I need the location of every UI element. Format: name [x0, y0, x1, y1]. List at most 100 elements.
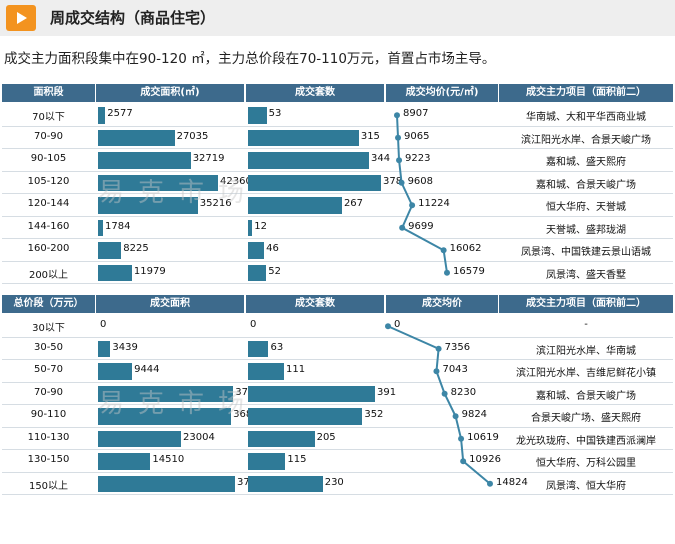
project-names: 天誉城、盛邦珑湖	[546, 224, 626, 236]
price-value: 16579	[453, 265, 485, 277]
area-bar	[98, 408, 232, 425]
units-bar	[248, 264, 267, 281]
row-divider	[2, 449, 673, 450]
units-bar	[248, 197, 342, 214]
section-title: 周成交结构（商品住宅）	[50, 9, 216, 27]
row-divider	[2, 148, 673, 149]
column-header: 面积段	[2, 84, 95, 102]
price-value: 10619	[467, 431, 499, 443]
summary-text: 成交主力面积段集中在90-120 ㎡，主力总价段在70-110万元，首置占市场主…	[4, 51, 496, 67]
units-bar	[248, 242, 265, 259]
price-value: 0	[394, 319, 401, 331]
column-header: 成交主力项目（面积前二）	[499, 295, 673, 313]
units-bar	[248, 430, 315, 447]
units-value: 344	[371, 153, 391, 165]
units-value: 111	[286, 364, 306, 376]
area-bar	[98, 453, 151, 470]
units-value: 267	[343, 198, 364, 210]
project-names: 恒大华府、万科公园里	[536, 458, 636, 470]
price-value: 9223	[405, 153, 431, 165]
price-value: 11224	[418, 198, 450, 210]
price-point	[409, 202, 416, 209]
row-label: 90-105	[30, 153, 67, 165]
area-value: 9444	[134, 364, 160, 376]
price-point	[435, 345, 442, 352]
area-value: 3439	[112, 341, 138, 353]
area-bar	[98, 174, 218, 191]
price-value: 9824	[461, 409, 488, 421]
row-divider	[2, 125, 673, 127]
project-names: 滨江阳光水岸、吉维尼鲜花小镇	[516, 368, 656, 380]
watermark: 易克市场	[98, 178, 259, 208]
price-line	[387, 325, 491, 485]
column-header: 成交套数	[246, 295, 384, 313]
project-names: 嘉和城、合景天峻广场	[536, 179, 636, 191]
row-label: 105-120	[27, 175, 70, 187]
row-label: 70-90	[33, 130, 64, 142]
units-bar	[248, 475, 323, 492]
area-value: 42360	[220, 175, 252, 187]
row-divider	[2, 381, 673, 383]
area-value: 35216	[199, 198, 232, 210]
area-bar	[98, 363, 133, 380]
price-value: 7043	[442, 364, 468, 376]
row-label: 130-150	[27, 454, 70, 466]
row-divider	[2, 494, 673, 495]
price-point	[385, 323, 391, 330]
row-divider	[2, 359, 673, 360]
price-point	[399, 224, 406, 231]
row-label: 120-144	[27, 198, 70, 210]
row-divider	[2, 471, 673, 473]
column-header: 成交主力项目（面积前二）	[499, 84, 673, 102]
area-value: 8225	[123, 243, 149, 255]
row-divider	[2, 238, 673, 239]
price-point	[452, 413, 459, 420]
area-bar	[98, 475, 235, 492]
price-value: 14824	[496, 476, 528, 488]
units-bar	[248, 107, 267, 124]
area-value: 0	[100, 319, 107, 331]
row-divider	[2, 170, 673, 172]
units-value: 352	[364, 409, 384, 421]
units-bar	[248, 453, 286, 470]
price-point	[440, 247, 447, 254]
units-bar	[248, 363, 285, 380]
area-bar	[98, 430, 182, 447]
price-point	[395, 134, 402, 141]
column-header: 成交面积	[96, 295, 244, 313]
project-names: 滨江阳光水岸、合景天峻广场	[521, 134, 651, 146]
row-label: 50-70	[33, 364, 64, 376]
area-value: 27035	[176, 130, 209, 142]
units-value: 46	[266, 243, 279, 255]
area-bar	[98, 197, 198, 214]
units-bar	[248, 129, 359, 146]
project-names: 滨江阳光水岸、华南城	[536, 345, 636, 357]
row-label: 30以下	[32, 323, 65, 335]
units-value: 0	[250, 319, 257, 331]
price-value: 8230	[450, 386, 477, 398]
price-value: 9608	[407, 175, 434, 187]
units-value: 52	[268, 265, 282, 277]
price-point	[487, 480, 493, 487]
project-names: 合景天峻广场、盛天熙府	[531, 413, 641, 425]
area-value: 14510	[152, 454, 185, 466]
price-value: 16062	[449, 243, 482, 255]
row-label: 200以上	[28, 269, 69, 281]
row-divider	[2, 404, 673, 405]
units-bar	[248, 152, 370, 169]
price-value: 7356	[444, 341, 471, 353]
column-header: 总价段（万元）	[2, 295, 95, 313]
project-names: 华南城、大和平华西商业城	[526, 112, 646, 124]
project-names: 龙光玖珑府、中国铁建西派澜岸	[516, 435, 656, 447]
units-bar	[248, 174, 381, 191]
project-names: 嘉和城、盛天熙府	[546, 157, 626, 169]
units-value: 63	[270, 341, 284, 353]
row-label: 30-50	[33, 341, 64, 353]
row-divider	[2, 215, 673, 217]
column-header: 成交均价	[386, 295, 498, 313]
area-bar	[98, 340, 111, 357]
project-names: 嘉和城、合景天峻广场	[536, 390, 636, 402]
project-names: 恒大华府、天誉城	[546, 202, 626, 214]
play-icon	[6, 5, 36, 31]
price-point	[396, 157, 403, 164]
